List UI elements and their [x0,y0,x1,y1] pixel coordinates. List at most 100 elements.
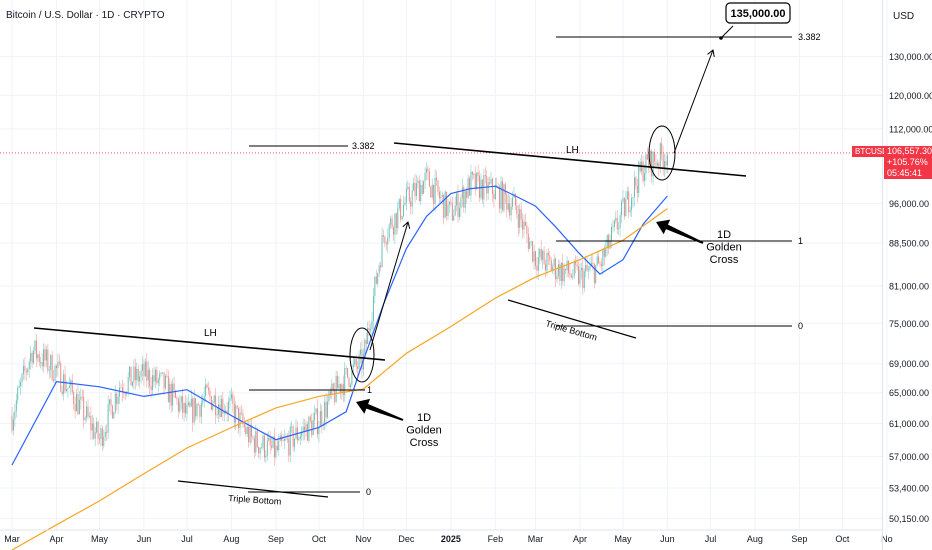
price-tick-label: 96,000.00 [889,199,929,209]
candle-body [159,373,161,380]
candle-body [236,405,238,408]
candle-body [467,178,469,198]
candle-body [395,213,397,229]
candle-body [562,263,564,282]
candle-body [331,383,333,395]
candle-body [163,372,165,389]
price-tick-label: 81,000.00 [889,281,929,291]
candle-body [623,198,625,217]
price-axis: 130,000.00 120,000.00 112,000.00 96,000.00 8… [889,52,932,524]
currency-label[interactable]: USD [893,11,915,22]
candle-body [532,241,534,262]
candle-body [335,375,337,402]
candle-body [431,184,433,198]
candle-body [124,393,126,395]
candle-body [514,193,516,206]
candle-body [196,404,198,417]
price-tick-label: 130,000.00 [889,52,932,62]
candle-body [473,173,475,175]
candle-body [378,265,380,274]
candle-body [57,361,59,369]
candle-body [131,382,133,386]
candle-body [285,438,287,440]
candle-body [73,392,75,405]
candle-body [229,397,231,402]
candle-body [325,401,327,418]
lh-trendline [33,327,386,361]
candle-body [28,361,30,369]
candle-body [586,264,588,271]
candle-body [625,199,627,217]
candle-body [341,384,343,393]
candle-body [334,390,336,402]
candle-body [41,362,43,367]
candle-body [512,197,514,207]
candle-body [83,397,85,420]
candle-body [15,400,17,412]
candle-body [456,193,458,206]
candle-body [598,256,600,264]
breakout-circle [349,327,375,383]
candle-body [570,275,572,278]
candle-body [332,383,334,391]
candle-body [146,361,148,381]
candle-body [189,402,191,407]
candle-body [575,261,577,265]
candle-body [273,436,275,458]
candle-body [526,225,528,235]
candle-body [450,201,452,204]
candle-body [301,431,303,437]
candle-body [255,431,257,453]
candle-body [177,399,179,412]
candle-body [170,383,172,406]
candle-body [606,235,608,248]
candle-body [232,394,234,404]
candle-body [263,435,265,458]
candle-body [157,379,159,384]
time-tick-label: Aug [223,534,239,544]
candle-body [448,201,450,205]
candle-body [94,432,96,439]
candle-body [612,226,614,228]
candle-body [98,438,100,440]
time-tick-label: Apr [49,534,63,544]
candle-body [100,428,102,440]
candle-body [590,263,592,266]
candle-body [84,417,86,420]
candle-body [200,402,202,417]
candle-body [286,438,288,440]
candle-body [251,424,253,437]
candle-body [642,161,644,181]
candle-body [207,387,209,391]
candle-body [348,377,350,388]
candle-body [176,397,178,400]
candle-body [603,249,605,257]
candle-body [384,236,386,244]
candle-body [579,270,581,284]
candle-body [578,266,580,284]
price-tick-label: 120,000.00 [889,91,932,101]
candle-body [63,374,65,394]
candle-body [209,390,211,397]
candle-body [401,216,403,220]
candle-body [451,203,453,221]
candle-body [517,214,519,228]
candle-body [193,398,195,423]
candle-body [111,405,113,419]
candle-body [271,445,273,448]
price-tick-label: 50,150.00 [889,514,929,524]
candle-body [536,265,538,271]
candle-body [569,272,571,276]
candle-body [496,185,498,188]
candle-body [545,264,547,271]
candle-body [616,217,618,229]
candle-body [276,445,278,450]
candle-body [186,405,188,414]
candle-body [60,363,62,392]
candle-body [50,355,52,370]
candle-body [187,402,189,406]
candle-body [78,399,80,415]
target-label: 135,000.00 [730,8,785,20]
time-tick-label: May [614,534,632,544]
